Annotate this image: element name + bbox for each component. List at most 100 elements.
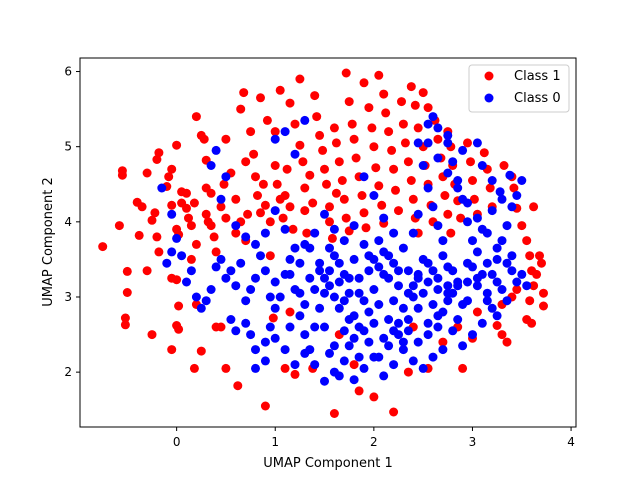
point-class-0-168 [305, 273, 315, 283]
point-class-1-225 [537, 258, 546, 268]
point-class-0-147 [428, 352, 438, 362]
point-class-0-17 [236, 258, 246, 268]
point-class-0-186 [482, 258, 492, 268]
point-class-1-98 [275, 85, 285, 95]
point-class-0-160 [300, 348, 310, 358]
point-class-1-10 [134, 230, 144, 240]
point-class-1-222 [525, 296, 535, 306]
point-class-0-242 [295, 258, 305, 268]
x-tick-label-4: 4 [567, 435, 575, 449]
point-class-0-7 [186, 266, 196, 276]
point-class-0-100 [438, 236, 448, 246]
point-class-0-166 [285, 322, 295, 332]
point-class-1-61 [221, 134, 231, 144]
point-class-0-58 [398, 337, 408, 347]
point-class-1-216 [517, 221, 527, 231]
point-class-1-72 [239, 88, 249, 98]
point-class-0-218 [384, 341, 394, 351]
y-tick-label-4: 4 [64, 215, 72, 229]
legend-label-class-0: Class 0 [514, 91, 561, 106]
point-class-0-13 [216, 254, 226, 264]
point-class-1-185 [446, 228, 456, 238]
point-class-1-178 [423, 103, 433, 113]
point-class-1-17 [147, 330, 157, 340]
point-class-1-53 [206, 221, 216, 231]
point-class-0-92 [443, 138, 453, 148]
point-class-0-177 [394, 281, 403, 291]
point-class-1-105 [302, 228, 312, 238]
point-class-0-199 [428, 266, 438, 276]
point-class-1-90 [278, 213, 288, 223]
point-class-0-117 [260, 228, 270, 238]
point-class-0-146 [438, 345, 448, 355]
point-class-0-25 [226, 315, 236, 324]
point-class-0-207 [349, 254, 359, 264]
point-class-0-236 [463, 198, 472, 208]
point-class-1-66 [241, 157, 251, 167]
point-class-0-189 [329, 341, 339, 351]
point-class-1-130 [344, 97, 354, 107]
points-layer [98, 68, 548, 418]
point-class-1-104 [300, 206, 310, 216]
point-class-1-145 [374, 181, 384, 191]
point-class-0-204 [320, 273, 329, 283]
point-class-0-8 [191, 292, 201, 302]
point-class-1-186 [438, 337, 448, 347]
point-class-1-16 [154, 247, 164, 257]
point-class-1-201 [472, 307, 482, 317]
point-class-0-133 [477, 161, 487, 170]
point-class-1-2 [117, 166, 127, 176]
point-class-0-127 [290, 149, 300, 159]
point-class-1-87 [270, 161, 280, 170]
point-class-1-69 [233, 381, 243, 391]
point-class-0-240 [423, 138, 433, 148]
point-class-1-202 [479, 148, 489, 158]
x-tick-label-0: 0 [173, 435, 181, 449]
point-class-0-12 [211, 262, 221, 272]
point-class-1-129 [341, 68, 351, 78]
point-class-1-214 [509, 183, 519, 193]
point-class-0-255 [423, 258, 433, 268]
point-class-0-243 [305, 243, 315, 253]
point-class-1-146 [377, 200, 387, 210]
point-class-1-198 [469, 194, 479, 204]
point-class-1-159 [398, 119, 408, 129]
point-class-0-130 [443, 130, 453, 140]
point-class-1-38 [186, 221, 196, 231]
point-class-0-205 [329, 292, 339, 302]
point-class-1-4 [122, 266, 132, 276]
point-class-0-213 [334, 371, 344, 381]
point-class-1-119 [331, 188, 341, 198]
point-class-0-110 [329, 224, 339, 234]
point-class-1-94 [288, 224, 298, 234]
point-class-0-149 [408, 356, 418, 366]
point-class-0-165 [251, 363, 260, 373]
point-class-0-212 [325, 348, 334, 358]
point-class-1-169 [410, 100, 420, 110]
point-class-0-95 [413, 138, 423, 148]
point-class-0-1 [167, 209, 177, 219]
point-class-1-162 [406, 176, 416, 185]
point-class-0-45 [334, 277, 344, 287]
point-class-1-117 [325, 217, 334, 227]
point-class-1-91 [280, 191, 290, 200]
point-class-1-115 [322, 179, 331, 189]
point-class-0-252 [394, 266, 403, 276]
point-class-0-227 [472, 273, 482, 283]
point-class-0-24 [270, 277, 280, 287]
point-class-0-228 [482, 296, 492, 306]
point-class-0-169 [315, 258, 325, 268]
point-class-1-57 [219, 179, 229, 189]
point-class-0-198 [418, 288, 428, 298]
point-class-1-139 [349, 360, 359, 370]
point-class-0-9 [196, 303, 206, 313]
point-class-1-211 [512, 285, 522, 294]
point-class-1-161 [403, 157, 413, 167]
point-class-0-35 [285, 254, 295, 264]
point-class-0-131 [458, 145, 468, 155]
point-class-1-127 [341, 213, 351, 223]
point-class-1-144 [371, 163, 381, 173]
point-class-1-43 [189, 363, 199, 373]
point-class-0-159 [310, 360, 320, 370]
point-class-1-111 [312, 112, 322, 122]
